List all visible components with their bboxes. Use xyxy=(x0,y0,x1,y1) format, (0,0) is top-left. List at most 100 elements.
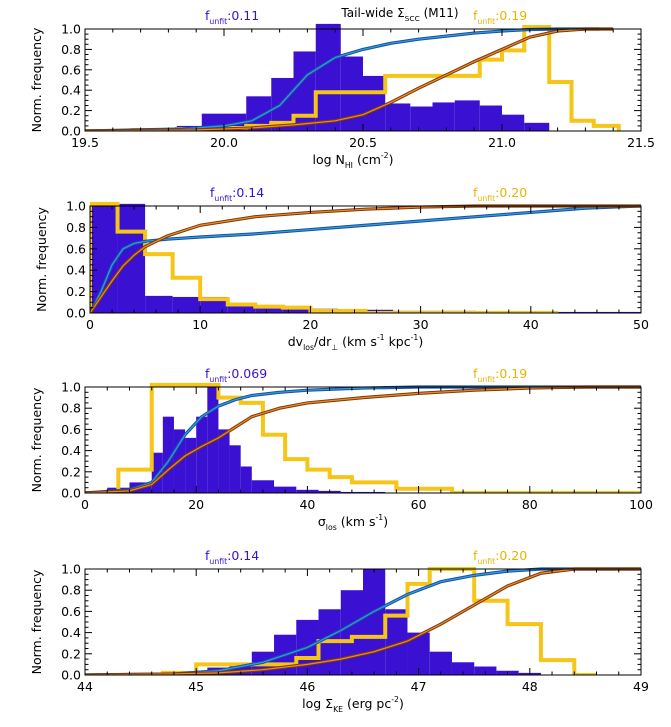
x-tick-label: 60 xyxy=(411,497,427,512)
f-unfit-blue-label: funfit:0.069 xyxy=(205,366,267,384)
x-tick-label: 46 xyxy=(299,679,315,694)
blue-hist-bar xyxy=(363,569,386,675)
x-tick-label: 0 xyxy=(86,317,94,332)
blue-hist-bar xyxy=(229,445,241,493)
y-axis-label: Norm. frequency xyxy=(34,207,49,312)
orange-cumulative-curve-inner xyxy=(85,386,641,493)
orange-cumulative-curve-inner xyxy=(85,28,614,131)
blue-hist-bar xyxy=(340,590,363,675)
plot-area xyxy=(85,23,621,131)
plot-area xyxy=(85,567,641,675)
x-axis-label: log ΣKE (erg pc-2) xyxy=(302,695,404,714)
y-tick-label: 0.2 xyxy=(61,646,81,661)
x-tick-label: 20 xyxy=(188,497,204,512)
f-unfit-blue-label: funfit:0.14 xyxy=(205,548,259,566)
blue-hist-bar xyxy=(385,103,411,131)
blue-hist-bar xyxy=(454,100,480,131)
y-tick-label: 1.0 xyxy=(61,380,81,395)
y-tick-label: 0.6 xyxy=(61,62,81,77)
x-tick-label: 49 xyxy=(633,679,649,694)
y-tick-label: 1.0 xyxy=(61,562,81,577)
yellow-hist-line xyxy=(85,382,641,493)
f-unfit-yellow-label: funfit:0.20 xyxy=(473,548,527,566)
x-tick-label: 40 xyxy=(523,317,539,332)
blue-hist-bar xyxy=(240,466,252,493)
x-tick-label: 100 xyxy=(629,497,653,512)
y-tick-label: 1.0 xyxy=(61,22,81,37)
x-tick-label: 50 xyxy=(633,317,649,332)
x-tick-label: 47 xyxy=(411,679,427,694)
y-axis-label: Norm. frequency xyxy=(29,27,44,132)
blue-hist-bar xyxy=(251,480,275,493)
y-tick-label: 0.0 xyxy=(61,124,81,139)
blue-hist-bar xyxy=(293,51,316,131)
f-unfit-yellow-label: funfit:0.19 xyxy=(473,8,527,26)
panel-dv: 0 10 20 30 40 50 0.0 0.2 0.4 0.6 0.8 1.0 Norm. frequ… xyxy=(34,185,649,352)
x-tick-label: 45 xyxy=(188,679,204,694)
y-tick-label: 0.2 xyxy=(66,284,86,299)
x-tick-label: 30 xyxy=(413,317,429,332)
y-tick-label: 0.4 xyxy=(61,443,81,458)
y-tick-label: 0.8 xyxy=(61,401,81,416)
f-unfit-yellow-label: funfit:0.20 xyxy=(473,185,527,203)
f-unfit-blue-label: funfit:0.11 xyxy=(205,8,259,26)
x-tick-label: 44 xyxy=(77,679,93,694)
blue-hist-bar xyxy=(432,102,455,131)
blue-hist-bar xyxy=(196,416,208,493)
x-tick-label: 0 xyxy=(81,497,89,512)
y-tick-label: 0.6 xyxy=(61,604,81,619)
blue-hist-bar xyxy=(218,429,230,493)
x-tick-label: 19.5 xyxy=(71,135,99,150)
blue-hist-bar xyxy=(185,437,197,493)
y-tick-label: 0.4 xyxy=(61,625,81,640)
blue-cumulative-curve-inner xyxy=(90,205,641,313)
x-axis-label: dvlos/dr⊥ (km s-1 kpc-1) xyxy=(288,333,424,352)
x-axis-label: log NHI (cm-2) xyxy=(312,151,393,170)
x-tick-label: 20.5 xyxy=(349,135,377,150)
x-tick-label: 20.0 xyxy=(210,135,238,150)
y-tick-label: 0.2 xyxy=(61,464,81,479)
blue-hist-bar xyxy=(172,296,201,313)
blue-hist-bar xyxy=(363,75,386,131)
blue-hist-bar xyxy=(162,416,174,493)
f-unfit-blue-label: funfit:0.14 xyxy=(210,185,264,203)
x-tick-label: 48 xyxy=(522,679,538,694)
panel-sigma: 0 20 40 60 80 100 0.0 0.2 0.4 0.6 0.8 1.0 Norm. freq… xyxy=(29,366,653,532)
x-axis-label: σlos (km s-1) xyxy=(318,513,388,532)
y-tick-label: 0.4 xyxy=(66,263,86,278)
y-tick-label: 0.8 xyxy=(66,220,86,235)
x-tick-label: 40 xyxy=(299,497,315,512)
x-tick-label: 21.0 xyxy=(488,135,516,150)
y-axis-label: Norm. frequency xyxy=(29,569,44,674)
y-axis-label: Norm. frequency xyxy=(29,387,44,492)
blue-hist-bar xyxy=(407,632,430,675)
f-unfit-yellow-label: funfit:0.19 xyxy=(473,366,527,384)
blue-hist-bar xyxy=(255,306,283,313)
blue-hist-bar xyxy=(315,23,341,131)
blue-hist-bar xyxy=(429,651,452,675)
y-tick-label: 1.0 xyxy=(66,199,86,214)
blue-hist-bar xyxy=(474,666,497,675)
blue-hist-bar xyxy=(524,122,550,131)
panel-ske: 44 45 46 47 48 49 0.0 0.2 0.4 0.6 0.8 1.0 Norm. freq… xyxy=(29,548,649,714)
x-tick-label: 10 xyxy=(192,317,208,332)
blue-hist-bar xyxy=(585,311,614,313)
orange-cumulative-curve-inner xyxy=(85,568,641,675)
x-tick-label: 21.5 xyxy=(627,135,655,150)
y-tick-label: 0.2 xyxy=(61,103,81,118)
y-tick-label: 0.6 xyxy=(61,422,81,437)
blue-hist-bar xyxy=(90,203,118,313)
blue-hist-bar xyxy=(145,295,173,313)
x-tick-label: 80 xyxy=(522,497,538,512)
plot-area xyxy=(90,201,641,313)
y-tick-label: 0.6 xyxy=(66,241,86,256)
blue-hist-bar xyxy=(558,311,586,313)
y-tick-label: 0.8 xyxy=(61,42,81,57)
y-tick-label: 0.0 xyxy=(66,306,86,321)
y-tick-label: 0.0 xyxy=(61,668,81,683)
blue-hist-bar xyxy=(227,304,256,313)
blue-hist-bar xyxy=(282,308,311,313)
x-tick-label: 20 xyxy=(302,317,318,332)
blue-hist-bar xyxy=(502,114,525,131)
